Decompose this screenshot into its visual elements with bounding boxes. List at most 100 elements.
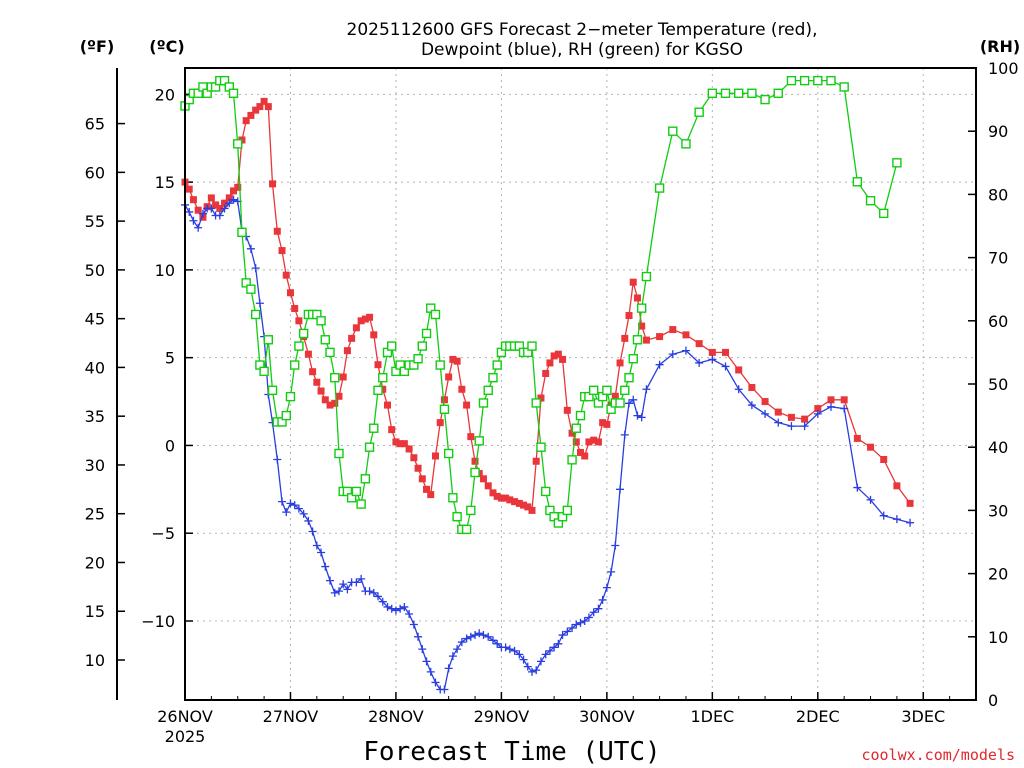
dewpoint-point	[519, 655, 528, 664]
rh-point	[478, 398, 489, 408]
dewpoint-point	[312, 541, 321, 550]
temperature-point	[761, 398, 769, 406]
rh-point	[624, 372, 634, 383]
temperature-point	[212, 201, 220, 209]
rh-point	[378, 372, 388, 383]
dewpoint-point	[475, 629, 484, 638]
rh-point	[474, 436, 484, 446]
rh-point	[233, 139, 243, 149]
temperature-point	[379, 385, 387, 393]
dewpoint-point	[294, 504, 303, 513]
x-tick-label: 29NOV	[474, 707, 530, 726]
rh-tick-label: 50	[988, 375, 1008, 394]
dewpoint-point	[409, 620, 418, 629]
dewpoint-point	[536, 657, 545, 666]
temperature-point	[216, 204, 224, 212]
temperature-point	[550, 352, 558, 360]
rh-point	[488, 372, 498, 383]
dewpoint-point	[892, 515, 901, 524]
rh-point	[588, 385, 599, 396]
fahrenheit-tick-label: 50	[85, 261, 105, 280]
rh-point	[325, 347, 335, 358]
temperature-point	[361, 315, 369, 323]
temperature-point	[656, 333, 664, 341]
temperature-point	[189, 196, 197, 204]
dewpoint-point	[220, 204, 229, 213]
rh-tick-label: 40	[988, 438, 1008, 457]
rh-point	[747, 88, 757, 98]
dewpoint-point	[747, 401, 756, 410]
dewpoint-point	[246, 244, 255, 253]
dewpoint-point	[185, 207, 194, 216]
rh-tick-label: 20	[988, 565, 1008, 584]
rh-point	[602, 385, 612, 396]
temperature-point	[374, 361, 382, 369]
x-tick-label: 2DEC	[796, 707, 840, 726]
dewpoint-point	[365, 587, 374, 596]
grid-lines	[184, 68, 976, 700]
dewpoint-point	[620, 430, 629, 439]
rh-point	[654, 183, 665, 193]
rh-point	[707, 88, 718, 98]
dewpoint-point	[708, 355, 717, 364]
dewpoint-point	[681, 346, 690, 355]
temperature-point	[695, 340, 703, 348]
rh-point	[228, 88, 239, 98]
dewpoint-point	[501, 643, 510, 652]
dewpoint-point	[466, 632, 475, 641]
dewpoint-point	[633, 411, 642, 420]
temperature-point	[278, 247, 286, 255]
temperature-point	[532, 457, 540, 465]
rh-tick-label: 60	[988, 312, 1008, 331]
rh-point	[259, 366, 269, 377]
temperature-point	[335, 392, 343, 400]
rh-point	[461, 524, 472, 535]
dewpoint-point	[308, 527, 317, 536]
dewpoint-point	[589, 608, 598, 617]
temperature-point	[840, 396, 848, 404]
rh-point	[760, 94, 770, 105]
temperature-point	[590, 436, 598, 444]
rh-point	[285, 391, 296, 402]
plot-frame	[184, 67, 977, 701]
rh-point	[668, 126, 678, 136]
rh-point	[826, 75, 836, 86]
dewpoint-point	[761, 409, 770, 418]
rh-point	[346, 493, 357, 503]
dewpoint-point	[488, 636, 497, 645]
rh-point	[571, 423, 581, 433]
temperature-point	[642, 336, 650, 344]
dewpoint-point	[554, 639, 563, 648]
temperature-point	[471, 457, 479, 465]
rh-point	[351, 486, 362, 497]
rh-point	[567, 455, 577, 465]
dewpoint-point	[374, 592, 383, 601]
dewpoint-point	[655, 360, 664, 369]
temperature-point	[458, 385, 466, 393]
dewpoint-point	[505, 645, 514, 654]
dewpoint-point	[334, 587, 343, 596]
dewpoint-point	[418, 645, 427, 654]
dewpoint-point	[343, 585, 352, 594]
temperature-point	[357, 317, 365, 325]
dewpoint-point	[229, 195, 238, 204]
temperature-point	[453, 357, 461, 365]
rh-point	[399, 366, 410, 377]
rh-point	[540, 486, 551, 497]
dewpoint-point	[422, 657, 431, 666]
dewpoint-point	[906, 518, 915, 527]
temperature-point	[599, 419, 607, 427]
dewpoint-point	[290, 501, 299, 510]
dewpoint-point	[563, 627, 572, 636]
fahrenheit-tick-label: 55	[85, 212, 105, 231]
temperature-point	[423, 485, 431, 493]
rh-point	[575, 410, 586, 421]
temperature-point	[339, 373, 347, 381]
rh-tick-label: 80	[988, 185, 1008, 204]
dewpoint-point	[800, 422, 809, 431]
rh-point	[443, 448, 454, 459]
temperature-point	[669, 326, 677, 334]
temperature-point	[256, 103, 264, 111]
dewpoint-point	[611, 541, 620, 550]
temperature-point	[611, 392, 619, 400]
